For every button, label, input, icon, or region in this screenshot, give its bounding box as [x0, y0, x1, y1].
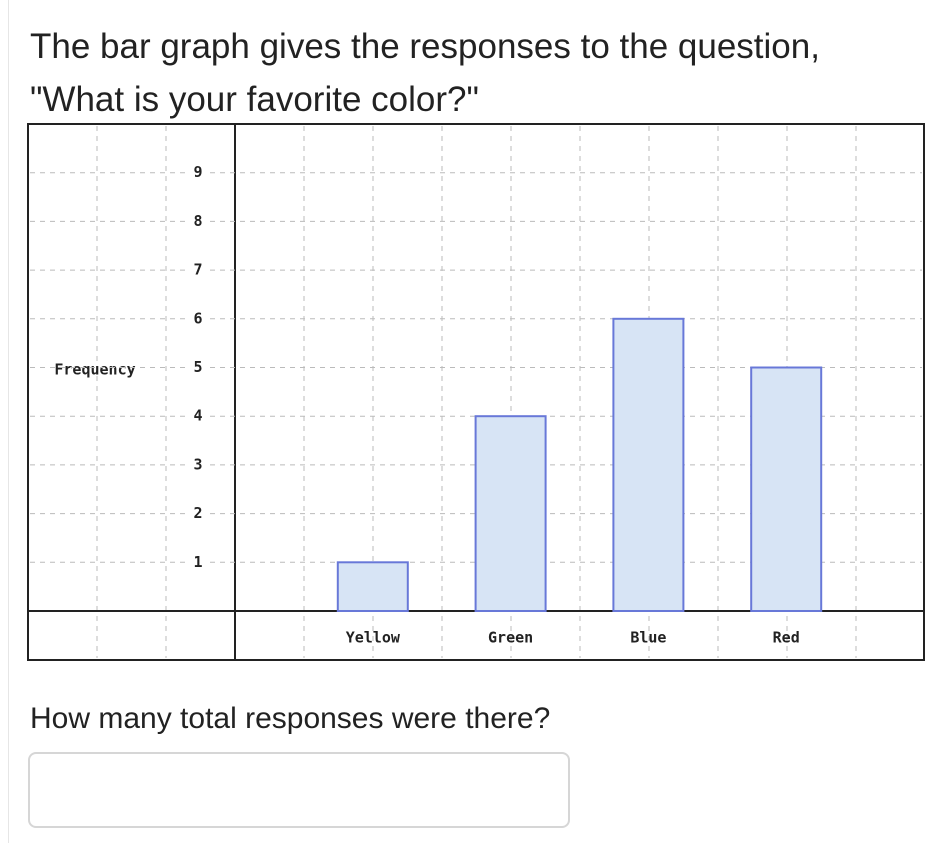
y-tick-label: 5 [193, 358, 202, 376]
panel [8, 0, 949, 843]
y-tick-label: 4 [193, 407, 202, 425]
y-axis-label: Frequency [54, 361, 135, 379]
chart: Frequency 1 2 3 4 5 6 7 8 9 Yellow Green Blue Red [27, 123, 925, 661]
prompt: How many total responses were there? [30, 702, 551, 735]
bar [750, 366, 823, 612]
y-tick-label: 1 [193, 553, 202, 571]
y-tick-label: 9 [193, 163, 202, 181]
y-tick-label: 6 [193, 309, 202, 327]
bar [336, 561, 409, 612]
tick-label-bg [190, 554, 206, 571]
x-tick-label: Blue [630, 629, 666, 647]
x-tick-label: Yellow [346, 629, 401, 647]
tick-label-bg [190, 408, 206, 425]
y-tick-label: 3 [193, 455, 202, 473]
x-tick-label: Green [488, 629, 533, 647]
tick-label-bg [190, 262, 206, 279]
y-tick-label: 7 [193, 261, 202, 279]
y-tick-label: 8 [193, 212, 202, 230]
x-tick-label: Red [773, 629, 800, 647]
tick-label-bg [190, 359, 206, 376]
answer-input[interactable] [28, 752, 570, 828]
tick-label-bg [190, 456, 206, 473]
tick-label-bg [190, 213, 206, 230]
bar [474, 415, 547, 613]
tick-label-bg [190, 164, 206, 181]
question: The bar graph gives the responses to the… [30, 27, 820, 119]
y-tick-label: 2 [193, 504, 202, 522]
bar [612, 317, 685, 612]
tick-label-bg [190, 310, 206, 327]
tick-label-bg [190, 505, 206, 522]
